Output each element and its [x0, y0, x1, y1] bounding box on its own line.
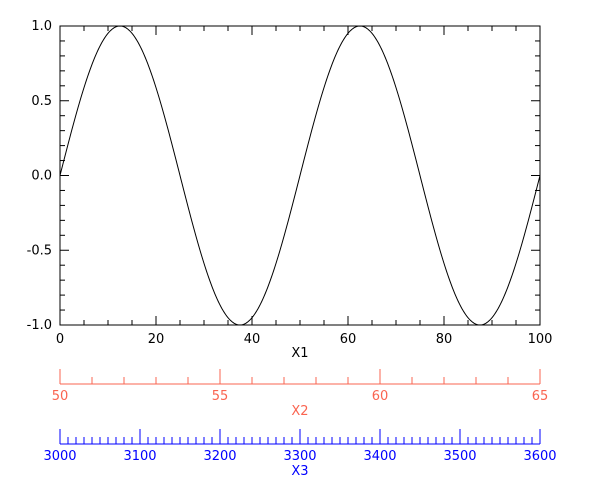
- x2-axis: 50 55 60 65 X2: [52, 369, 549, 419]
- x1-tick-label: 60: [340, 332, 357, 347]
- series-line-0: [59, 25, 541, 326]
- y-tick-label: 0.0: [31, 169, 52, 184]
- x3-axis: 3000 3100 3200 3300 3400 3500 3600 X3: [43, 429, 557, 479]
- x3-tick-label: 3000: [43, 449, 76, 464]
- x3-tick-label: 3200: [203, 449, 236, 464]
- y-tick-label: 1.0: [31, 19, 52, 34]
- x3-tick-label: 3100: [123, 449, 156, 464]
- x1-tick-label: 40: [244, 332, 261, 347]
- x1-tick-label: 0: [56, 332, 64, 347]
- x2-tick-label: 60: [372, 389, 389, 404]
- x1-tick-label: 20: [148, 332, 165, 347]
- x2-tick-label: 50: [52, 389, 69, 404]
- x1-axis-title: X1: [291, 346, 308, 361]
- x3-axis-title: X3: [291, 464, 308, 479]
- y-tick-label: -0.5: [27, 243, 52, 258]
- x2-axis-title: X2: [291, 404, 308, 419]
- x3-tick-label: 3600: [523, 449, 556, 464]
- x3-tick-label: 3300: [283, 449, 316, 464]
- x3-tick-label: 3400: [363, 449, 396, 464]
- y-tick-label: -1.0: [27, 318, 52, 333]
- x1-tick-label: 80: [436, 332, 453, 347]
- x1-tick-label: 100: [528, 332, 553, 347]
- x2-tick-label: 65: [532, 389, 549, 404]
- plot-area: 0 20 40 60 80 100 X1 -1.0 -0.5 0.0 0.5 1.0: [27, 19, 553, 361]
- x2-tick-label: 55: [212, 389, 229, 404]
- x3-tick-label: 3500: [443, 449, 476, 464]
- y-tick-label: 0.5: [31, 94, 52, 109]
